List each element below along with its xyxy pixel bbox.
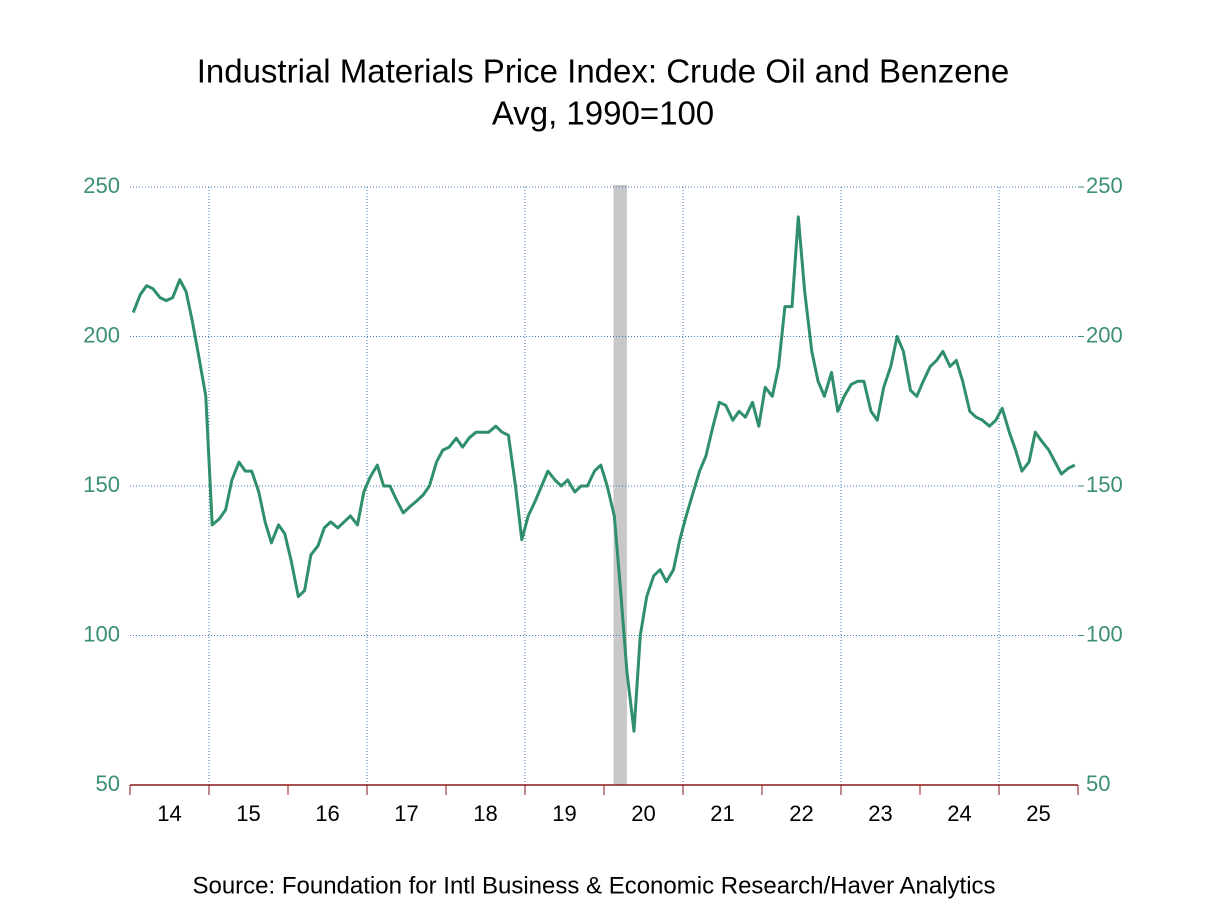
y2-tick-label: 150 <box>1086 472 1123 497</box>
x-tick-label: 16 <box>315 801 339 826</box>
y2-tick-label: 200 <box>1086 322 1123 347</box>
recession-shade <box>613 185 627 785</box>
y-tick-label: 50 <box>96 771 120 796</box>
chart-subtitle: Avg, 1990=100 <box>492 95 714 132</box>
source-note: Source: Foundation for Intl Business & E… <box>192 872 995 899</box>
x-tick-label: 14 <box>157 801 181 826</box>
y-tick-label: 200 <box>83 322 120 347</box>
y-tick-label: 250 <box>83 173 120 198</box>
y2-tick-label: 250 <box>1086 173 1123 198</box>
x-tick-label: 15 <box>236 801 260 826</box>
x-tick-label: 24 <box>947 801 971 826</box>
price-line <box>131 215 1076 733</box>
x-tick-label: 22 <box>789 801 813 826</box>
y2-tick-label: 100 <box>1086 621 1123 646</box>
x-tick-label: 17 <box>394 801 418 826</box>
x-tick-label: 23 <box>868 801 892 826</box>
x-tick-label: 21 <box>710 801 734 826</box>
y-tick-label: 150 <box>83 472 120 497</box>
chart-title: Industrial Materials Price Index: Crude … <box>197 53 1010 90</box>
x-tick-label: 25 <box>1026 801 1050 826</box>
y2-tick-label: 50 <box>1086 771 1110 796</box>
x-tick-label: 19 <box>552 801 576 826</box>
x-tick-label: 20 <box>631 801 655 826</box>
y-tick-label: 100 <box>83 621 120 646</box>
x-tick-label: 18 <box>473 801 497 826</box>
